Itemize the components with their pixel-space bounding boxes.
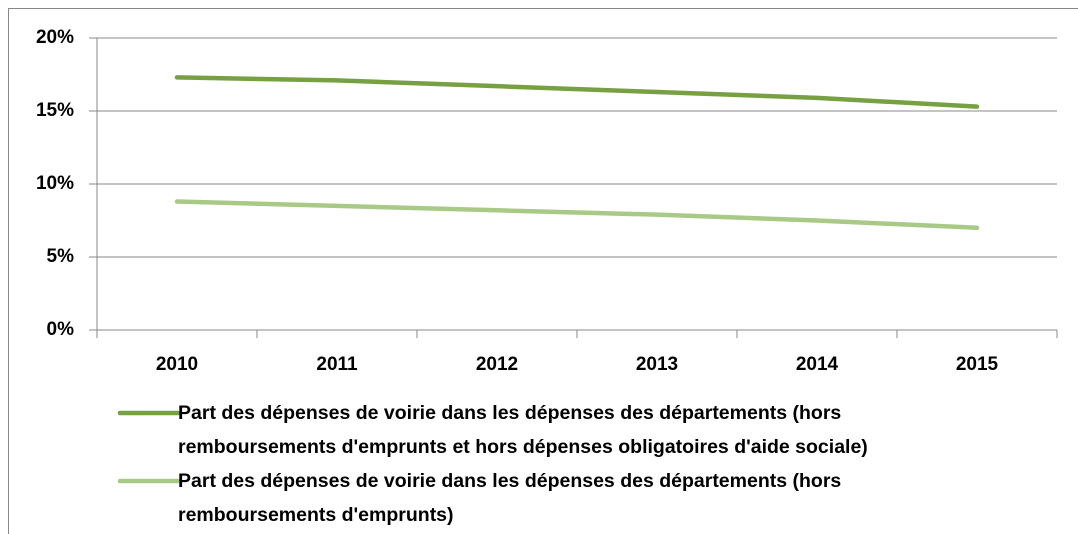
series-line <box>174 199 980 231</box>
series-line <box>174 75 980 109</box>
x-tick-label: 2015 <box>956 354 999 375</box>
x-tick-label: 2010 <box>156 354 198 375</box>
x-tick-label: 2011 <box>316 354 358 375</box>
y-tick-label: 20% <box>36 27 74 48</box>
chart-frame <box>8 8 1078 534</box>
x-tick-label: 2012 <box>476 354 518 375</box>
y-tick-label: 15% <box>36 100 74 121</box>
legend-label: Part des dépenses de voirie dans les dép… <box>178 402 868 458</box>
legend-label: Part des dépenses de voirie dans les dép… <box>178 470 842 526</box>
x-tick-label: 2013 <box>636 354 678 375</box>
y-tick-label: 5% <box>47 246 75 267</box>
y-tick-label: 10% <box>36 173 74 194</box>
x-tick-label: 2014 <box>796 354 839 375</box>
y-tick-label: 0% <box>47 319 75 340</box>
